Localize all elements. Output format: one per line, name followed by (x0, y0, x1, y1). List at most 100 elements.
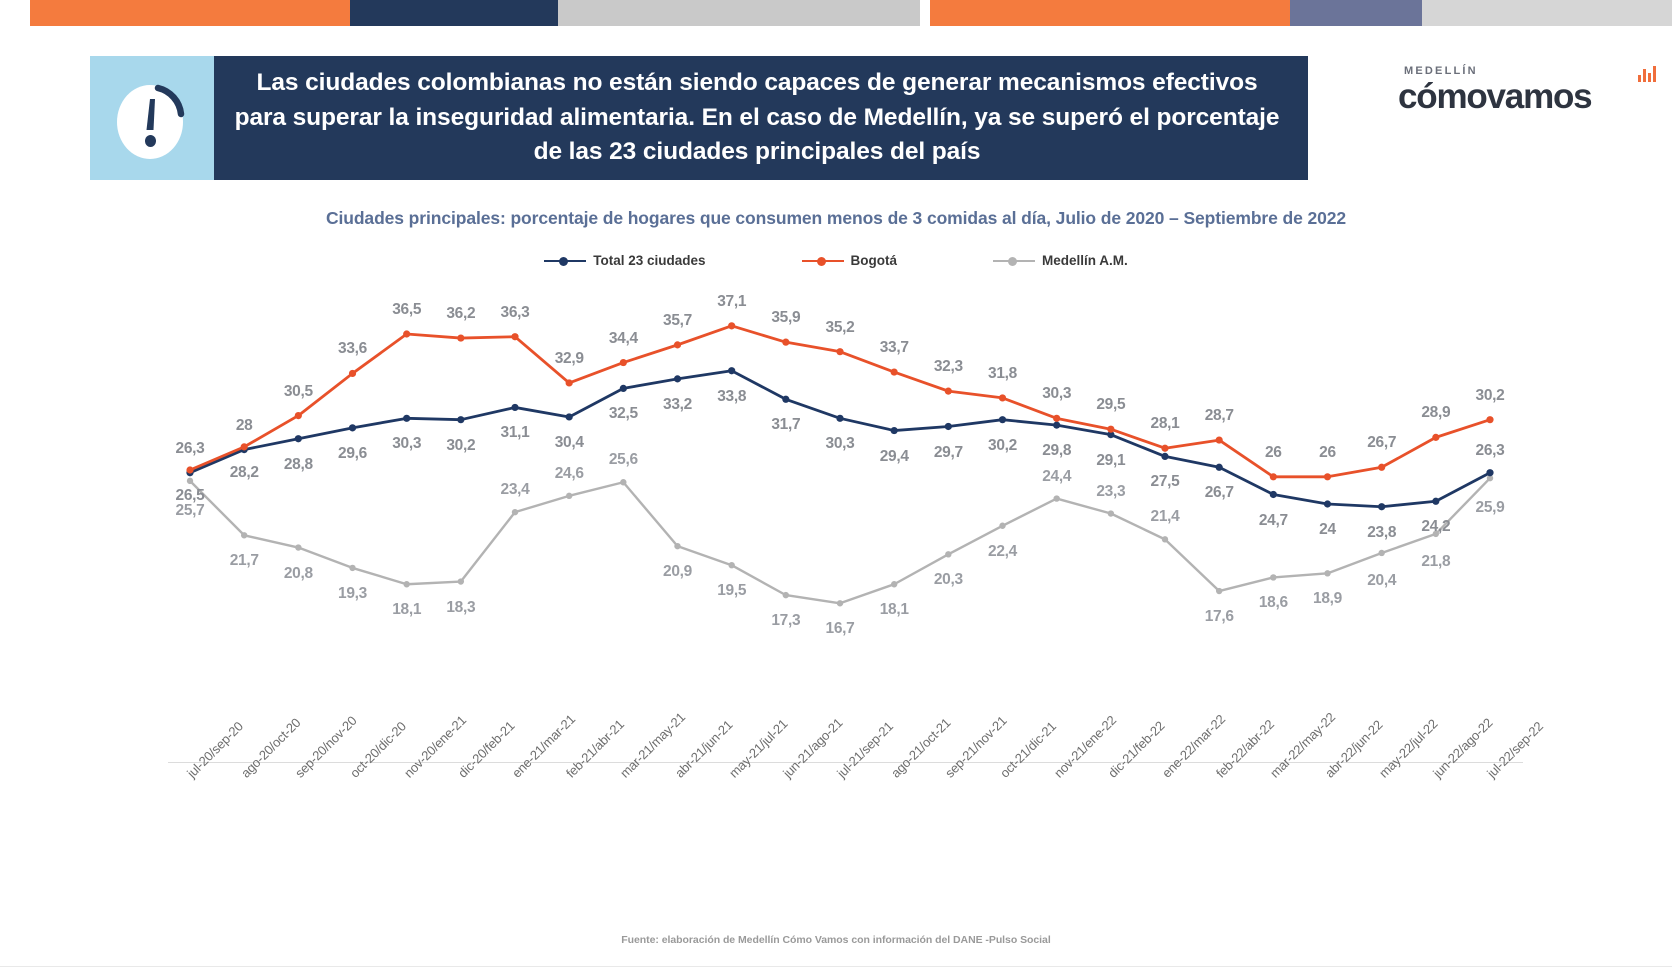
data-point-marker[interactable] (1378, 549, 1385, 557)
data-point-marker[interactable] (1324, 570, 1331, 577)
data-point-marker[interactable] (998, 416, 1007, 424)
data-label: 28,9 (1421, 404, 1451, 422)
data-point-marker[interactable] (999, 522, 1006, 529)
data-label: 20,3 (933, 571, 963, 589)
data-label: 31,1 (500, 424, 530, 442)
data-point-marker[interactable] (674, 542, 681, 550)
data-label: 35,2 (825, 318, 855, 336)
data-point-marker[interactable] (1161, 536, 1169, 543)
data-point-marker[interactable] (998, 394, 1007, 402)
data-point-marker[interactable] (944, 422, 952, 431)
data-point-marker[interactable] (1215, 587, 1223, 595)
data-point-marker[interactable] (1486, 416, 1494, 424)
data-point-marker[interactable] (782, 338, 790, 346)
data-point-marker[interactable] (1486, 469, 1494, 477)
data-point-marker[interactable] (1432, 530, 1440, 538)
data-point-marker[interactable] (782, 591, 790, 599)
data-point-marker[interactable] (511, 333, 519, 341)
data-label: 20,8 (283, 564, 313, 582)
data-point-marker[interactable] (511, 508, 519, 516)
legend-item-total-23-ciudades[interactable]: Total 23 ciudades (544, 253, 706, 268)
data-point-marker[interactable] (457, 416, 465, 424)
data-point-marker[interactable] (1323, 473, 1332, 481)
data-point-marker[interactable] (728, 562, 735, 569)
data-point-marker[interactable] (673, 341, 682, 349)
header-banner: Las ciudades colombianas no están siendo… (90, 56, 1308, 180)
legend-swatch-icon (801, 255, 844, 267)
data-label: 26,3 (175, 439, 205, 457)
data-label: 24,7 (1258, 511, 1288, 529)
data-label: 26,5 (175, 487, 205, 504)
data-point-marker[interactable] (511, 403, 519, 412)
data-point-marker[interactable] (1215, 436, 1223, 444)
data-label: 30,5 (283, 382, 313, 400)
data-point-marker[interactable] (1053, 421, 1061, 429)
data-label: 21,7 (229, 552, 259, 570)
data-label: 18,1 (879, 601, 909, 619)
logo-bar (1638, 75, 1641, 82)
data-point-marker[interactable] (186, 466, 194, 474)
data-point-marker[interactable] (673, 375, 682, 383)
data-point-marker[interactable] (403, 581, 410, 588)
data-point-marker[interactable] (890, 368, 898, 376)
data-label: 29,4 (879, 447, 909, 465)
data-point-marker[interactable] (944, 387, 952, 395)
data-point-marker[interactable] (565, 492, 573, 500)
data-point-marker[interactable] (1161, 452, 1169, 460)
data-point-marker[interactable] (1107, 510, 1115, 517)
data-point-marker[interactable] (457, 334, 465, 342)
data-point-marker[interactable] (295, 544, 302, 551)
data-point-marker[interactable] (1161, 444, 1169, 452)
data-point-marker[interactable] (836, 414, 844, 422)
data-point-marker[interactable] (565, 413, 573, 421)
data-point-marker[interactable] (619, 358, 627, 367)
data-point-marker[interactable] (836, 600, 844, 607)
data-point-marker[interactable] (1053, 414, 1061, 422)
data-label: 20,9 (663, 563, 692, 581)
data-label: 33,6 (338, 340, 367, 358)
data-point-marker[interactable] (728, 322, 736, 330)
data-point-marker[interactable] (1323, 500, 1332, 508)
data-point-marker[interactable] (1378, 503, 1386, 511)
chart-title: Ciudades principales: porcentaje de hoga… (325, 208, 1347, 228)
data-point-marker[interactable] (890, 581, 898, 588)
data-point-marker[interactable] (240, 443, 248, 451)
data-label: 29,1 (1096, 451, 1126, 469)
data-point-marker[interactable] (728, 367, 736, 375)
data-point-marker[interactable] (1107, 425, 1115, 433)
data-point-marker[interactable] (1215, 463, 1223, 471)
data-point-marker[interactable] (565, 379, 573, 387)
data-label: 29,8 (1042, 442, 1072, 460)
data-point-marker[interactable] (1053, 495, 1060, 502)
data-point-marker[interactable] (1270, 574, 1277, 581)
data-point-marker[interactable] (620, 479, 627, 486)
data-point-marker[interactable] (890, 426, 898, 435)
data-point-marker[interactable] (240, 532, 248, 539)
data-label: 28,7 (1204, 407, 1234, 425)
data-point-marker[interactable] (294, 412, 302, 420)
data-point-marker[interactable] (836, 348, 844, 356)
data-point-marker[interactable] (294, 435, 302, 443)
data-label: 25,6 (608, 451, 638, 469)
data-point-marker[interactable] (1269, 490, 1277, 499)
legend-item-bogota[interactable]: Bogotá (801, 253, 897, 268)
data-point-marker[interactable] (1486, 474, 1494, 482)
data-point-marker[interactable] (945, 551, 952, 558)
data-point-marker[interactable] (349, 564, 356, 572)
data-point-marker[interactable] (1378, 463, 1386, 471)
data-point-marker[interactable] (782, 395, 790, 403)
data-point-marker[interactable] (403, 330, 411, 338)
legend-item-medellin-am[interactable]: Medellín A.M. (993, 253, 1128, 268)
data-point-marker[interactable] (1432, 433, 1440, 441)
data-label: 30,3 (1042, 385, 1072, 403)
data-point-marker[interactable] (186, 477, 194, 485)
data-point-marker[interactable] (1432, 497, 1440, 505)
data-point-marker[interactable] (619, 384, 627, 392)
data-point-marker[interactable] (348, 424, 357, 432)
data-point-marker[interactable] (1269, 473, 1277, 481)
data-point-marker[interactable] (348, 369, 357, 378)
data-point-marker[interactable] (1107, 431, 1115, 439)
data-label: 31,8 (988, 364, 1017, 382)
data-point-marker[interactable] (403, 414, 411, 422)
data-point-marker[interactable] (457, 578, 465, 585)
